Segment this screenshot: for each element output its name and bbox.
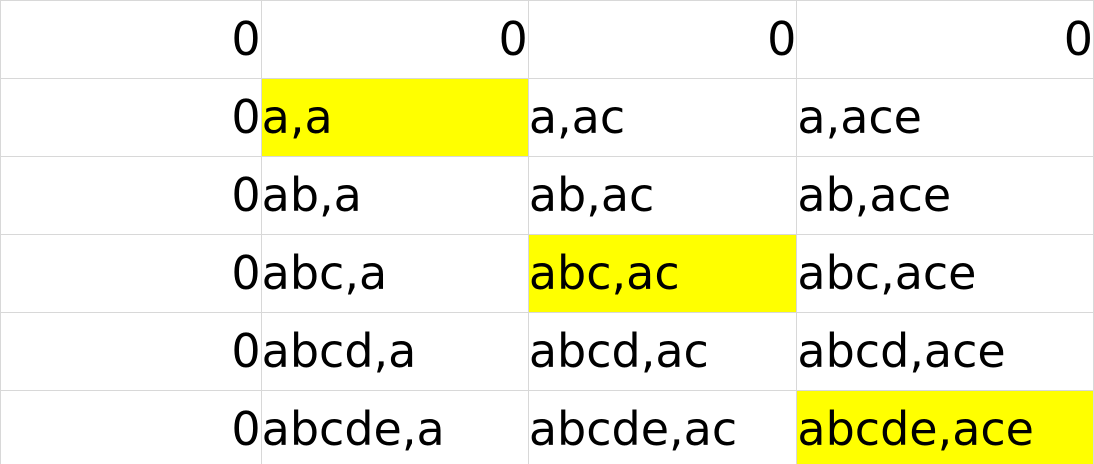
table-row: 0 abcd,a abcd,ac abcd,ace	[0, 312, 1094, 391]
cell-r3-c0[interactable]: 0	[0, 234, 262, 313]
cell-r2-c1[interactable]: ab,a	[260, 156, 529, 235]
table-row: 0 a,a a,ac a,ace	[0, 78, 1094, 157]
cell-r1-c0[interactable]: 0	[0, 78, 262, 157]
cell-r3-c2[interactable]: abc,ac	[527, 234, 798, 313]
cell-r0-c3[interactable]: 0	[796, 0, 1094, 79]
cell-r1-c2[interactable]: a,ac	[527, 78, 798, 157]
cell-r2-c3[interactable]: ab,ace	[796, 156, 1094, 235]
cell-r2-c0[interactable]: 0	[0, 156, 262, 235]
cell-r4-c3[interactable]: abcd,ace	[796, 312, 1094, 391]
cell-r0-c1[interactable]: 0	[260, 0, 529, 79]
cell-r0-c2[interactable]: 0	[527, 0, 798, 79]
cell-r4-c0[interactable]: 0	[0, 312, 262, 391]
cell-r5-c3[interactable]: abcde,ace	[796, 390, 1094, 464]
cell-r2-c2[interactable]: ab,ac	[527, 156, 798, 235]
cell-r4-c1[interactable]: abcd,a	[260, 312, 529, 391]
cell-r5-c0[interactable]: 0	[0, 390, 262, 464]
cell-r1-c1[interactable]: a,a	[260, 78, 529, 157]
table-row: 0 abc,a abc,ac abc,ace	[0, 234, 1094, 313]
cell-r3-c3[interactable]: abc,ace	[796, 234, 1094, 313]
cell-r5-c1[interactable]: abcde,a	[260, 390, 529, 464]
cell-r0-c0[interactable]: 0	[0, 0, 262, 79]
table-row: 0 ab,a ab,ac ab,ace	[0, 156, 1094, 235]
header-row: 0 0 0 0	[0, 0, 1094, 79]
cell-r1-c3[interactable]: a,ace	[796, 78, 1094, 157]
cell-r4-c2[interactable]: abcd,ac	[527, 312, 798, 391]
cell-r3-c1[interactable]: abc,a	[260, 234, 529, 313]
table-row: 0 abcde,a abcde,ac abcde,ace	[0, 390, 1094, 464]
cell-r5-c2[interactable]: abcde,ac	[527, 390, 798, 464]
